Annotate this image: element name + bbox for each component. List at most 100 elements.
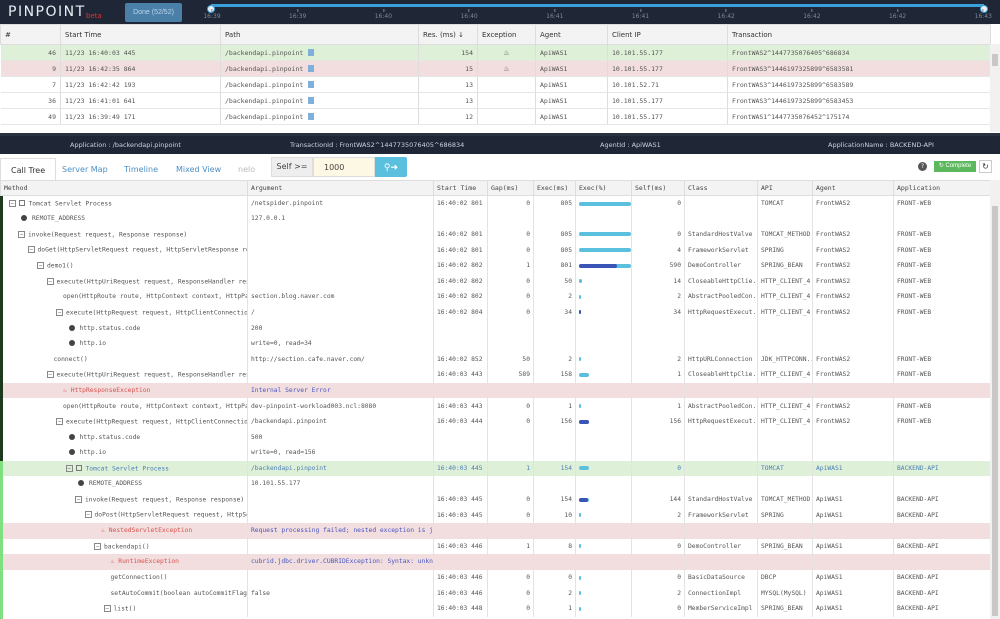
document-icon[interactable] <box>308 97 315 104</box>
refresh-icon[interactable]: ↻ <box>979 160 992 173</box>
column-header[interactable]: Class <box>684 180 758 196</box>
collapse-toggle-icon[interactable]: − <box>56 308 63 316</box>
transaction-id[interactable]: FrontWAS3^1446197325899^6583581 <box>727 60 991 77</box>
call-tree-row[interactable]: http.io write=0, read=34 <box>0 335 990 352</box>
self-filter-input[interactable] <box>313 157 375 177</box>
timeline-range-slider[interactable] <box>207 4 988 13</box>
call-tree-row[interactable]: − demo1() 16:40:02 802 1 801 590 DemoControlle… <box>0 257 990 274</box>
call-tree-row[interactable]: − list() 16:40:03 448 0 1 0 MemberServiceImpl S… <box>0 600 990 617</box>
collapse-toggle-icon[interactable]: − <box>46 371 54 379</box>
column-header[interactable]: Agent <box>535 24 608 45</box>
call-tree-row[interactable]: open(HttpRoute route, HttpContext contex… <box>0 398 990 414</box>
column-header[interactable]: Res. (ms) ↓ <box>418 24 478 45</box>
column-header[interactable]: Agent <box>812 180 894 196</box>
call-tree-row[interactable]: − Tomcat Servlet Process/netspider.pinpoi… <box>0 195 990 212</box>
call-tree-row[interactable]: ♨ RuntimeException cubrid.jdbc.driver.CUBR… <box>0 554 990 570</box>
call-tree-row[interactable]: − Tomcat Servlet Process/backendapi.pinpo… <box>0 460 990 477</box>
tab-nelo[interactable]: nelo <box>238 165 256 174</box>
class-name: AbstractPooledCon.. <box>684 398 758 414</box>
call-tree-row[interactable]: REMOTE_ADDRESS 10.101.55.177 <box>0 476 990 492</box>
transaction-row[interactable]: 36 11/23 16:41:01 641/backendapi.pinpoint… <box>0 92 991 109</box>
call-tree-row[interactable]: − invoke(Request request, Response respon… <box>0 226 990 243</box>
collapse-toggle-icon[interactable]: − <box>65 464 73 472</box>
transaction-row[interactable]: 46 11/23 16:40:03 445/backendapi.pinpoint… <box>0 44 991 61</box>
self-filter-search-button[interactable]: ⚲➜ <box>375 157 407 177</box>
column-header[interactable]: Start Time <box>60 24 221 45</box>
pinpoint-logo[interactable]: PINPOINT <box>8 4 86 20</box>
fire-icon: ♨ <box>503 48 510 57</box>
exec-bar <box>579 201 631 206</box>
transaction-row[interactable]: 7 11/23 16:42:42 193/backendapi.pinpoint 1… <box>0 76 991 93</box>
transaction-id[interactable]: FrontWAS1^1447735076452^175174 <box>727 108 991 125</box>
collapse-toggle-icon[interactable]: − <box>27 246 35 254</box>
document-icon[interactable] <box>308 113 315 120</box>
column-header[interactable]: Path <box>220 24 419 45</box>
document-icon[interactable] <box>308 81 315 88</box>
column-header[interactable]: Exception <box>477 24 536 45</box>
collapse-toggle-icon[interactable]: − <box>75 495 82 503</box>
call-tree-row[interactable]: getConnection() 16:40:03 446 0 0 0 BasicDataS… <box>0 569 990 586</box>
transaction-list-scrollbar[interactable] <box>990 44 1000 132</box>
tab-mixed-view[interactable]: Mixed View <box>176 165 222 174</box>
help-icon[interactable]: ? <box>918 162 927 171</box>
transaction-id[interactable]: FrontWAS3^1446197325899^6583589 <box>727 76 991 93</box>
call-tree-row[interactable]: open(HttpRoute route, HttpContext contex… <box>0 289 990 305</box>
collapse-toggle-icon[interactable]: − <box>18 230 25 238</box>
application <box>893 554 990 570</box>
collapse-toggle-icon[interactable]: − <box>37 261 44 269</box>
transaction-row[interactable]: 49 11/23 16:39:49 171/backendapi.pinpoint… <box>0 108 991 125</box>
tab-timeline[interactable]: Timeline <box>124 165 159 174</box>
call-tree-row[interactable]: http.status.code 500 <box>0 429 990 445</box>
column-header[interactable]: # <box>0 24 61 45</box>
call-tree-row[interactable]: − doPost(HttpServletRequest request, Http… <box>0 507 990 523</box>
call-tree-row[interactable]: − execute(HttpRequest request, HttpClient… <box>0 304 990 321</box>
collapse-toggle-icon[interactable]: − <box>94 542 101 550</box>
splitter-handle[interactable] <box>0 133 1000 138</box>
call-tree-row[interactable]: ♨ NestedServletException Request processin… <box>0 522 990 539</box>
call-tree-row[interactable]: ♨ HttpResponseException Internal Server Er… <box>0 382 990 399</box>
collapse-toggle-icon[interactable]: − <box>103 604 111 612</box>
call-tree-row[interactable]: http.status.code 200 <box>0 320 990 336</box>
column-header[interactable]: Exec(%) <box>575 180 632 196</box>
call-tree-row[interactable]: setAutoCommit(boolean autoCommitFlag) fal… <box>0 585 990 601</box>
column-header[interactable]: Application <box>893 180 990 196</box>
column-header[interactable]: Self(ms) <box>631 180 685 196</box>
tab-call-tree[interactable]: Call Tree <box>0 158 57 181</box>
call-tree-row[interactable]: − doGet(HttpServletRequest request, HttpS… <box>0 242 990 258</box>
collapse-toggle-icon[interactable]: − <box>46 277 54 285</box>
document-icon[interactable] <box>308 65 315 72</box>
call-tree-scrollbar[interactable] <box>990 180 1000 619</box>
document-icon[interactable] <box>308 49 315 56</box>
transaction-row[interactable]: 9 11/23 16:42:35 864/backendapi.pinpoint 1… <box>0 60 991 77</box>
column-header[interactable]: Gap(ms) <box>487 180 534 196</box>
complete-button[interactable]: ↻ Complete <box>934 161 976 172</box>
call-tree-row[interactable]: − invoke(Request request, Response respon… <box>0 491 990 508</box>
api <box>757 320 813 336</box>
column-header[interactable]: Method <box>0 180 248 196</box>
tab-server-map[interactable]: Server Map <box>62 165 108 174</box>
column-header[interactable]: Exec(ms) <box>533 180 576 196</box>
call-tree-row[interactable]: − execute(HttpUriRequest request, Respons… <box>0 273 990 290</box>
call-tree-row[interactable]: connect() http://section.cafe.naver.com/1… <box>0 351 990 368</box>
transaction-id[interactable]: FrontWAS3^1446197325899^6583453 <box>727 92 991 109</box>
exec-percent-cell <box>575 585 632 601</box>
call-tree-row[interactable]: − execute(HttpRequest request, HttpClient… <box>0 413 990 430</box>
self-ms: 0 <box>631 195 685 212</box>
method-name: http.io <box>79 449 107 457</box>
collapse-toggle-icon[interactable]: − <box>8 199 16 207</box>
exec-percent-bar <box>579 466 628 471</box>
call-tree-row[interactable]: http.io write=0, read=156 <box>0 445 990 461</box>
column-header[interactable]: Argument <box>247 180 434 196</box>
call-tree-row[interactable]: − backendapi() 16:40:03 446 1 8 0 DemoControll… <box>0 538 990 555</box>
method-cell: − invoke(Request request, Response respon… <box>0 226 248 243</box>
column-header[interactable]: Client IP <box>607 24 728 45</box>
column-header[interactable]: Start Time <box>433 180 488 196</box>
transaction-id[interactable]: FrontWAS2^1447735076405^686834 <box>727 44 991 61</box>
call-tree-row[interactable]: REMOTE_ADDRESS 127.0.0.1 <box>0 211 990 227</box>
call-tree-row[interactable]: − execute(HttpUriRequest request, Respons… <box>0 367 990 383</box>
column-header[interactable]: API <box>757 180 813 196</box>
collapse-toggle-icon[interactable]: − <box>84 511 92 519</box>
column-header[interactable]: Transaction <box>727 24 991 45</box>
done-button[interactable]: Done (52/52) <box>125 3 182 22</box>
collapse-toggle-icon[interactable]: − <box>56 417 63 425</box>
